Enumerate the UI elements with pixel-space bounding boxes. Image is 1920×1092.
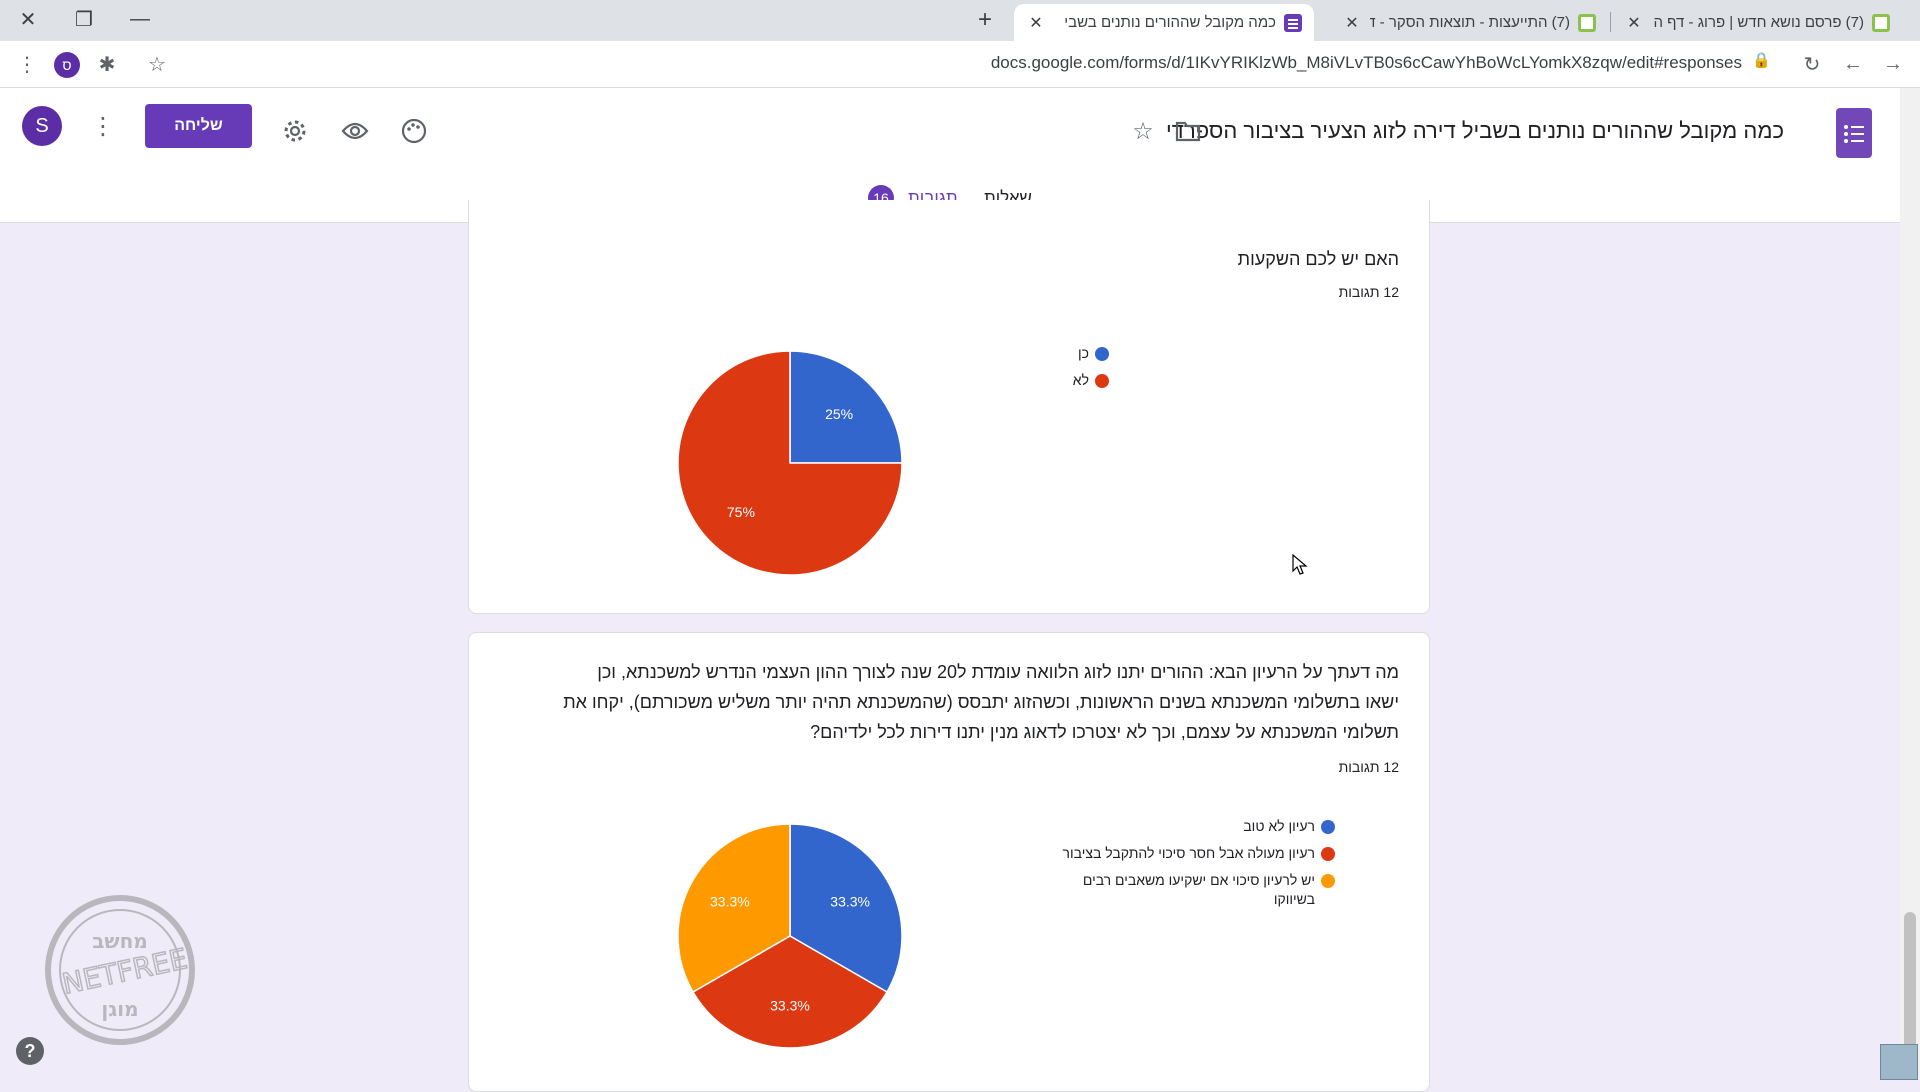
pie-slice[interactable] <box>677 823 791 994</box>
legend-color-dot <box>1321 847 1335 861</box>
legend-entry: יש לרעיון סיכוי אם ישקיעו משאבים רבים בש… <box>1045 871 1335 909</box>
help-icon[interactable]: ? <box>16 1037 44 1065</box>
pie-slice-label: 25% <box>825 406 853 422</box>
restore-window-icon[interactable]: ❐ <box>75 8 93 31</box>
extensions-icon[interactable]: ✱ <box>98 53 116 76</box>
browser-menu-icon[interactable]: ⋮ <box>17 53 37 76</box>
new-tab-button[interactable]: + <box>977 6 992 33</box>
prog-icon <box>1872 13 1890 32</box>
prog-icon <box>1578 13 1596 32</box>
browser-tab-forms[interactable]: כמה מקובל שההורים נותנים בשבי ✕ <box>1014 4 1314 41</box>
star-icon[interactable]: ☆ <box>1132 117 1154 145</box>
legend-label: רעיון לא טוב <box>1243 818 1315 834</box>
tab-close-icon[interactable]: ✕ <box>1627 14 1641 32</box>
mouse-cursor-icon <box>1292 554 1308 575</box>
tab-close-icon[interactable]: ✕ <box>1029 14 1043 32</box>
forms-icon <box>1284 13 1302 32</box>
svg-text:מוגן: מוגן <box>101 997 138 1021</box>
more-options-icon[interactable]: ⋮ <box>91 112 115 140</box>
chart-legend: כן לא <box>819 344 1109 398</box>
legend-entry: רעיון מעולה אבל חסר סיכוי להתקבל בציבור <box>1045 844 1335 863</box>
pie-slice[interactable] <box>691 935 889 1049</box>
legend-entry: כן <box>819 344 1109 363</box>
eye-preview-icon[interactable] <box>338 114 372 148</box>
minimize-window-icon[interactable]: — <box>130 7 150 30</box>
back-arrow-icon[interactable]: ← <box>1843 52 1863 75</box>
form-title[interactable]: כמה מקובל שההורים נותנים בשביל דירה לזוג… <box>1166 118 1784 143</box>
question-card-investments: האם יש לכם השקעות 12 תגובות 25% 75% כן לא <box>468 200 1430 614</box>
question-card-loan-idea: מה דעתך על הרעיון הבא: ההורים יתנו לזוג … <box>468 632 1430 1092</box>
folder-icon[interactable] <box>1171 114 1205 148</box>
tab-title: כמה מקובל שההורים נותנים בשבי <box>1064 14 1276 31</box>
legend-color-dot <box>1095 374 1109 388</box>
chart-legend: רעיון לא טוב רעיון מעולה אבל חסר סיכוי לה… <box>1045 817 1335 917</box>
legend-entry: לא <box>819 371 1109 390</box>
pie-slice[interactable] <box>789 350 903 464</box>
palette-icon[interactable] <box>397 114 431 148</box>
download-tray-icon[interactable] <box>1880 1044 1918 1080</box>
browser-tab-survey-results[interactable]: (7) התייעצות - תוצאות הסקר - דו ✕ <box>1330 4 1608 41</box>
browser-tab-strip: ✕ ❐ — + כמה מקובל שההורים נותנים בשבי ✕ … <box>0 0 1920 41</box>
response-count: 12 תגובות <box>1338 759 1399 775</box>
scrollbar-thumb[interactable] <box>1904 912 1916 1080</box>
legend-entry: רעיון לא טוב <box>1045 817 1335 836</box>
legend-label: כן <box>1078 345 1089 361</box>
tab-title: (7) התייעצות - תוצאות הסקר - דו <box>1370 14 1570 31</box>
tab-close-icon[interactable]: ✕ <box>1345 14 1359 32</box>
legend-color-dot <box>1321 820 1335 834</box>
pie-slice[interactable] <box>789 823 903 994</box>
legend-label: יש לרעיון סיכוי אם ישקיעו משאבים רבים בש… <box>1082 872 1315 907</box>
lock-icon: 🔒 <box>1752 52 1771 69</box>
address-bar[interactable]: docs.google.com/forms/d/1IKvYRIKlzWb_M8i… <box>990 53 1742 72</box>
tab-title: (7) פרסם נושא חדש | פרוג - דף ה <box>1653 14 1864 31</box>
gear-icon[interactable] <box>278 114 312 148</box>
legend-label: רעיון מעולה אבל חסר סיכוי להתקבל בציבור <box>1062 845 1315 861</box>
legend-color-dot <box>1321 874 1335 888</box>
pie-chart: 33.3% 33.3% 33.3% <box>677 823 903 1049</box>
browser-toolbar: ⋮ ס ✱ ☆ docs.google.com/forms/d/1IKvYRIK… <box>0 41 1920 88</box>
browser-tab-new-topic[interactable]: (7) פרסם נושא חדש | פרוג - דף ה ✕ <box>1612 4 1902 41</box>
legend-label: לא <box>1072 372 1089 388</box>
pie-slice-label: 75% <box>727 504 755 520</box>
question-title: מה דעתך על הרעיון הבא: ההורים יתנו לזוג … <box>563 662 1399 742</box>
page-scrollbar[interactable] <box>1900 88 1920 1080</box>
response-count: 12 תגובות <box>1338 284 1399 300</box>
legend-color-dot <box>1095 347 1109 361</box>
bookmark-star-icon[interactable]: ☆ <box>148 53 166 76</box>
pie-slice-label: 33.3% <box>770 997 810 1013</box>
close-window-icon[interactable]: ✕ <box>19 8 37 31</box>
reload-icon[interactable]: ↻ <box>1803 53 1821 76</box>
pie-slice-label: 33.3% <box>710 893 750 909</box>
user-avatar[interactable]: S <box>22 106 62 146</box>
svg-text:מחשב: מחשב <box>92 929 148 953</box>
pie-slice-label: 33.3% <box>830 893 870 909</box>
question-title: האם יש לכם השקעות <box>1237 249 1399 269</box>
profile-avatar[interactable]: ס <box>54 52 80 78</box>
send-button[interactable]: שליחה <box>145 104 252 148</box>
forms-logo-icon[interactable] <box>1836 108 1872 158</box>
pie-chart: 25% 75% <box>677 350 903 576</box>
forward-arrow-icon[interactable]: → <box>1883 52 1903 75</box>
pie-slice[interactable] <box>677 350 903 576</box>
netfree-watermark-logo: מחשב NETFREE מוגן <box>45 895 195 1045</box>
